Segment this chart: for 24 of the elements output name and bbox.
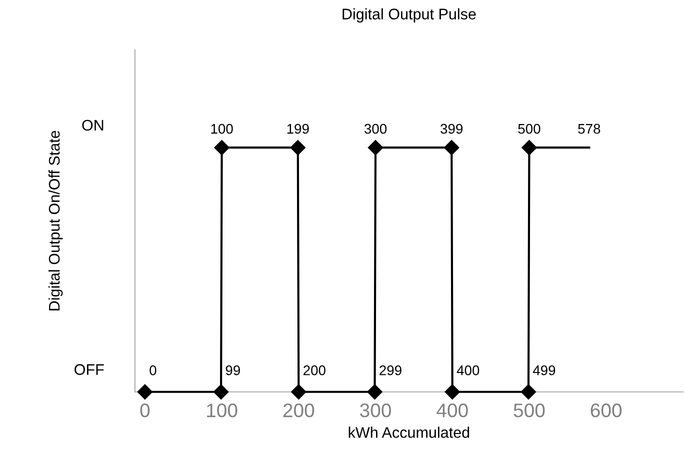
annotation: 300: [364, 124, 387, 134]
x-tick-label: 500: [514, 404, 545, 418]
text: OFF: [74, 364, 104, 375]
annotation: 578: [578, 124, 600, 134]
x-tick-label: 0: [140, 404, 150, 418]
annotation: 500: [518, 124, 540, 134]
annotation: 399: [440, 124, 463, 134]
x-tick-label: 100: [207, 404, 238, 418]
y-axis-title: Digital Output On/Off State: [48, 130, 63, 310]
annotation: 400: [456, 365, 480, 376]
annotation: 499: [532, 365, 556, 376]
x-tick-label: 400: [436, 404, 468, 418]
x-tick-label: 200: [283, 404, 314, 418]
annotation: 100: [211, 124, 233, 134]
text: ON: [82, 120, 104, 131]
annotation: 99: [226, 365, 240, 376]
x-tick-label: 600: [590, 404, 622, 418]
x-tick-label: 300: [360, 404, 391, 418]
annotation: 200: [304, 365, 326, 376]
annotation: 0: [150, 365, 156, 376]
x-axis-title: kWh Accumulated: [348, 426, 470, 438]
annotation: 199: [287, 124, 309, 134]
annotation: 299: [380, 365, 402, 376]
chart-title: Digital Output Pulse: [342, 8, 476, 22]
